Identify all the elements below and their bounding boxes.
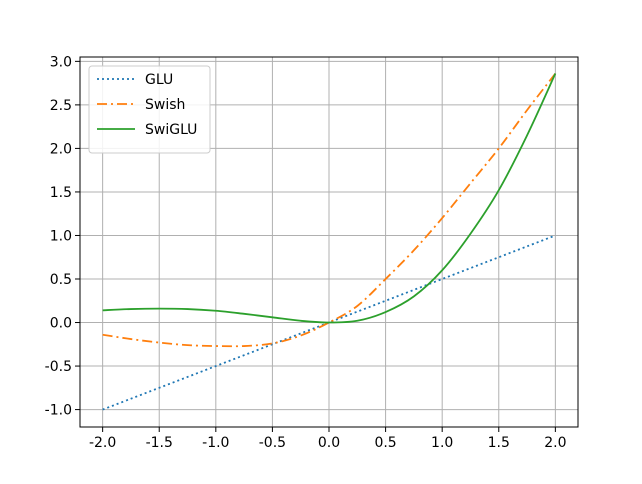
series-layer (102, 72, 557, 411)
legend-label-swiglu: SwiGLU (145, 122, 197, 138)
legend: GLU Swish SwiGLU (88, 65, 211, 154)
legend-box (88, 65, 211, 154)
x-tick-label: -1.0 (202, 435, 229, 451)
x-tick-label: -2.0 (89, 435, 116, 451)
x-axis: -2.0 -1.5 -1.0 -0.5 0.0 0.5 1.0 1.5 2.0 (89, 427, 566, 451)
x-tick-label: 0.5 (374, 435, 396, 451)
y-tick-label: 1.0 (50, 228, 72, 244)
x-tick-label: -0.5 (259, 435, 286, 451)
y-tick-label: 1.5 (50, 185, 72, 201)
legend-label-glu: GLU (145, 72, 173, 88)
series-swiglu-line (102, 73, 557, 324)
y-tick-label: -1.0 (45, 403, 72, 419)
grid (80, 57, 578, 427)
x-tick-label: 1.5 (488, 435, 510, 451)
y-tick-label: 2.0 (50, 141, 72, 157)
x-tick-label: 1.0 (431, 435, 453, 451)
y-tick-label: 0.0 (50, 316, 72, 332)
y-tick-label: 0.5 (50, 272, 72, 288)
y-axis: -1.0 -0.5 0.0 0.5 1.0 1.5 2.0 2.5 3.0 (45, 54, 80, 419)
x-tick-label: -1.5 (146, 435, 173, 451)
y-tick-label: 3.0 (50, 54, 72, 70)
y-tick-label: -0.5 (45, 359, 72, 375)
x-tick-label: 0.0 (318, 435, 340, 451)
y-tick-label: 2.5 (50, 98, 72, 114)
legend-label-swish: Swish (145, 97, 185, 113)
series-swish-line (102, 72, 557, 348)
x-tick-label: 2.0 (544, 435, 566, 451)
